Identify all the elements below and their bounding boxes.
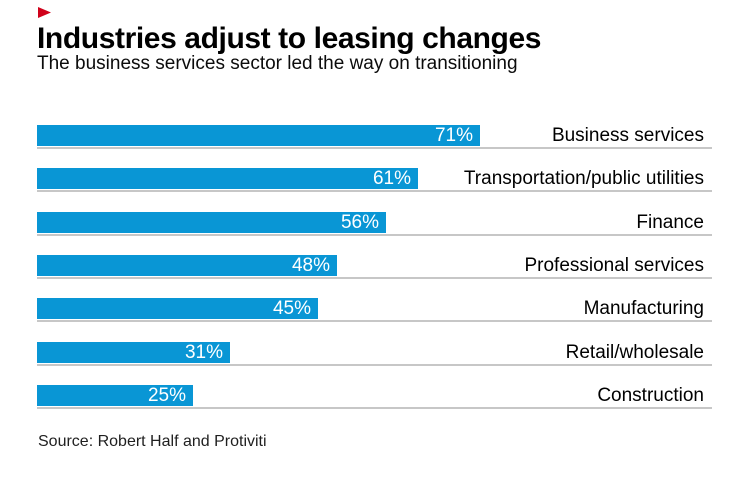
bar-value-label: 31% [184, 342, 223, 363]
bar: 48% [37, 255, 337, 276]
bar-row: 25% Construction [37, 385, 712, 409]
bar-category-label: Business services [551, 125, 704, 146]
bar-value-label: 45% [272, 298, 311, 319]
bar-row: 45% Manufacturing [37, 298, 712, 322]
bar-category-label: Professional services [524, 255, 704, 276]
row-baseline [37, 407, 712, 409]
bar-value-label: 71% [434, 125, 473, 146]
bar-row: 31% Retail/wholesale [37, 342, 712, 366]
bar: 56% [37, 212, 386, 233]
bar-chart: 71% Business services 61% Transportation/pu… [37, 125, 712, 431]
row-baseline [37, 190, 712, 192]
row-baseline [37, 320, 712, 322]
bar-value-label: 56% [340, 212, 379, 233]
bar-category-label: Transportation/public utilities [463, 168, 704, 189]
bar-row: 71% Business services [37, 125, 712, 149]
row-baseline [37, 364, 712, 366]
bar-category-label: Finance [636, 212, 704, 233]
bar-category-label: Construction [597, 385, 704, 406]
chart-title: Industries adjust to leasing changes [37, 22, 542, 55]
bar: 61% [37, 168, 418, 189]
bar: 71% [37, 125, 480, 146]
source-attribution: Source: Robert Half and Protiviti [38, 433, 267, 450]
row-baseline [37, 234, 712, 236]
bar: 25% [37, 385, 193, 406]
bar-category-label: Retail/wholesale [565, 342, 704, 363]
bar-value-label: 48% [291, 255, 330, 276]
bar: 45% [37, 298, 318, 319]
row-baseline [37, 277, 712, 279]
bar-category-label: Manufacturing [583, 298, 704, 319]
bar-value-label: 25% [147, 385, 186, 406]
row-baseline [37, 147, 712, 149]
bar: 31% [37, 342, 230, 363]
bar-row: 56% Finance [37, 212, 712, 236]
bar-row: 48% Professional services [37, 255, 712, 279]
chart-subtitle: The business services sector led the way… [37, 53, 518, 74]
bar-value-label: 61% [372, 168, 411, 189]
bar-row: 61% Transportation/public utilities [37, 168, 712, 192]
brand-arrow-icon [38, 7, 51, 18]
